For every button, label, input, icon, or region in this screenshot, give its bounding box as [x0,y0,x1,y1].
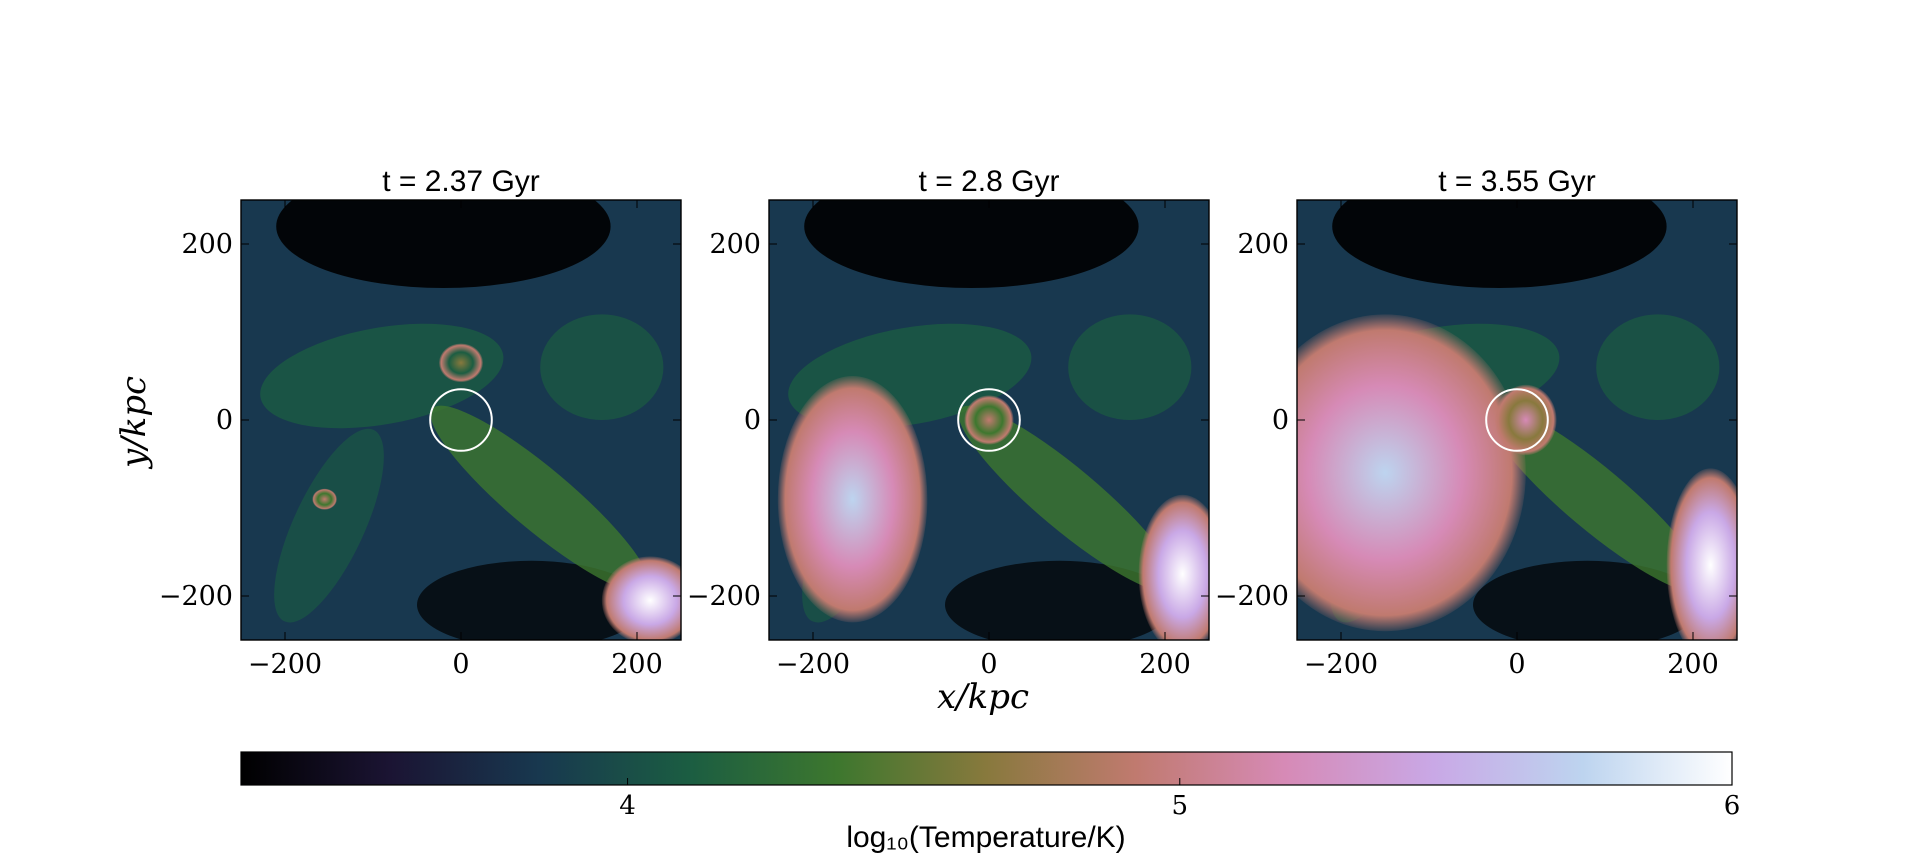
halo-circle [957,388,1021,452]
hot-region [1138,494,1209,640]
hot-region [439,343,483,383]
temperature-map [241,200,681,640]
x-tick-label: 200 [1667,649,1719,680]
hot-region [1666,468,1737,640]
x-tick-label: 200 [1139,649,1191,680]
colorbar-ticks: 4 5 6 [619,778,1740,821]
y-axis-label: y/kpc [114,376,154,470]
hot-region [601,556,681,640]
y-tick-label: 200 [181,229,233,260]
y-tick-label: −200 [159,581,233,612]
hot-region [964,395,1014,445]
halo-circle [429,388,493,452]
x-tick-label: 0 [1508,649,1525,680]
y-tick-label: 200 [1237,229,1289,260]
halo-circle [1485,388,1549,452]
x-tick-label: −200 [248,649,322,680]
panel-3: t = 3.55 Gyr −200 0 200 200 0 −200 [1215,165,1738,680]
y-tick-label: 0 [744,405,761,436]
axis-labels: x/kpc y/kpc [114,376,1029,717]
colorbar-gradient [240,751,1733,786]
colorbar-tick-label: 5 [1172,791,1189,821]
y-tick-label: 0 [216,405,233,436]
x-tick-label: −200 [1304,649,1378,680]
colorbar-tick-label: 4 [619,791,636,821]
x-tick-label: −200 [776,649,850,680]
colorbar-tick-label: 6 [1724,791,1741,821]
x-axis-label: x/kpc [937,677,1029,717]
x-tick-label: 200 [611,649,663,680]
panel-title: t = 2.37 Gyr [382,165,540,198]
hot-region [1297,314,1526,632]
y-tick-label: 200 [709,229,761,260]
y-tick-label: 0 [1272,405,1289,436]
panel-title: t = 2.8 Gyr [919,165,1060,198]
panel-1: t = 2.37 Gyr −200 0 200 200 0 −200 [159,165,682,680]
temperature-map [769,200,1209,640]
temperature-map [1297,200,1737,640]
panel-2: t = 2.8 Gyr −200 0 200 200 0 −200 [687,165,1210,680]
y-tick-label: −200 [687,581,761,612]
x-tick-label: 0 [452,649,469,680]
x-tick-label: 0 [980,649,997,680]
y-tick-label: −200 [1215,581,1289,612]
colorbar-label: log₁₀(Temperature/K) [846,821,1125,854]
panels: t = 2.37 Gyr −200 0 200 200 0 −200 t = 2.8 Gyr −… [159,165,1738,680]
colorbar: 4 5 6 log₁₀(Temperature/K) [240,751,1740,854]
hot-region [312,488,337,510]
panel-title: t = 3.55 Gyr [1438,165,1596,198]
hot-region [777,376,928,623]
